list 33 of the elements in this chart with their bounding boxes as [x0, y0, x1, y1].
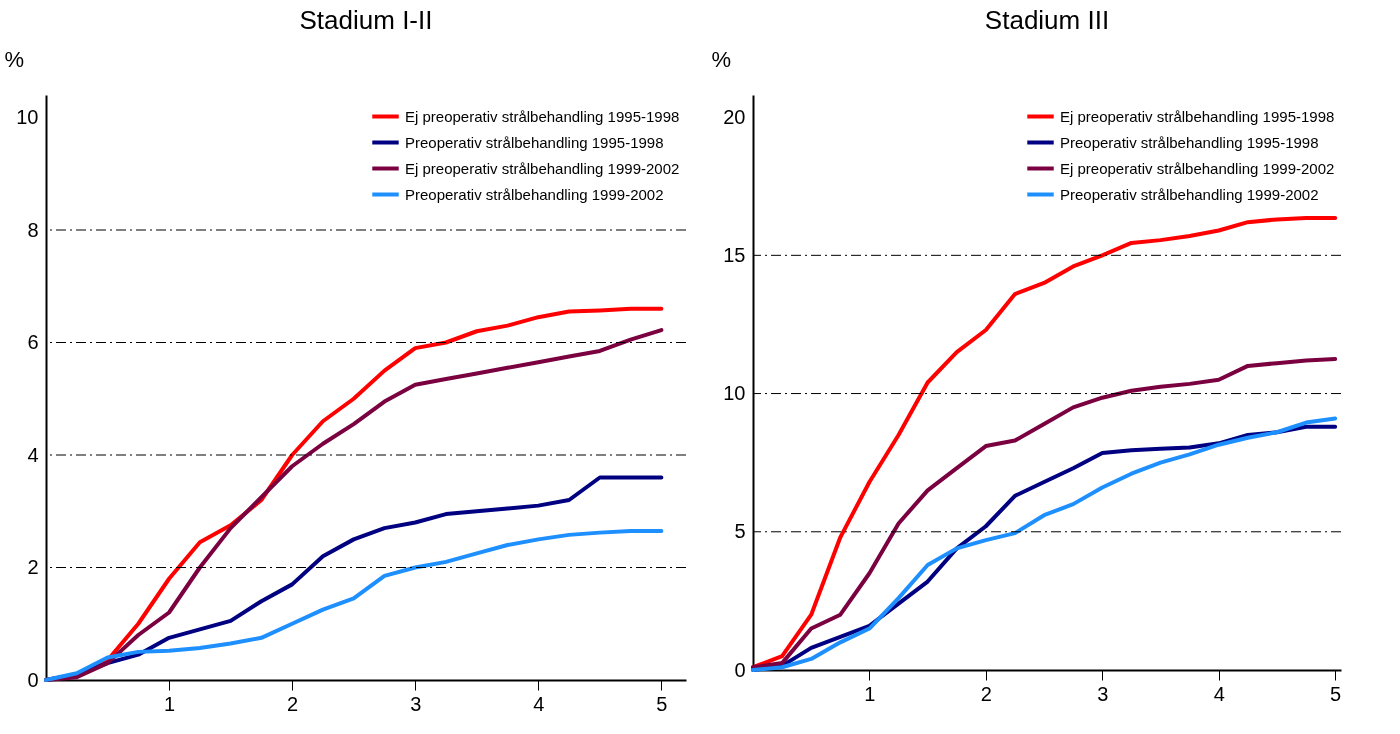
- y-tick-label: 4: [27, 443, 39, 466]
- y-tick-label: 8: [27, 218, 39, 241]
- y-axis-title: %: [4, 46, 25, 72]
- x-tick-label: 5: [656, 692, 668, 715]
- x-tick-label: 3: [1097, 682, 1109, 705]
- legend-label: Preoperativ strålbehandling 1995-1998: [1060, 133, 1319, 151]
- x-tick-label: 3: [410, 692, 422, 715]
- x-tick-label: 1: [864, 682, 876, 705]
- x-tick-label: 4: [1213, 682, 1225, 705]
- y-tick-label: 10: [723, 382, 746, 405]
- y-axis-title: %: [711, 46, 732, 72]
- x-tick-label: 5: [1330, 682, 1342, 705]
- y-tick-label: 0: [27, 668, 39, 691]
- legend-label: Ej preoperativ strålbehandling 1995-1998: [1060, 107, 1335, 125]
- y-tick-label: 20: [723, 105, 746, 128]
- chart-title: Stadium I-II: [299, 5, 433, 35]
- y-tick-label: 2: [27, 556, 39, 578]
- y-tick-label: 10: [16, 106, 39, 128]
- legend-label: Preoperativ strålbehandling 1999-2002: [405, 185, 664, 203]
- legend-label: Preoperativ strålbehandling 1995-1998: [405, 133, 664, 151]
- chart-title: Stadium III: [984, 5, 1110, 35]
- x-tick-label: 1: [164, 692, 176, 715]
- y-tick-label: 15: [723, 243, 746, 266]
- legend-label: Ej preoperativ strålbehandling 1995-1998: [405, 107, 680, 125]
- legend-label: Ej preoperativ strålbehandling 1999-2002: [405, 159, 680, 177]
- x-tick-label: 4: [533, 692, 545, 715]
- y-tick-label: 5: [734, 520, 746, 543]
- legend-label: Preoperativ strålbehandling 1999-2002: [1060, 185, 1319, 203]
- y-tick-label: 6: [27, 331, 39, 353]
- legend-label: Ej preoperativ strålbehandling 1999-2002: [1060, 159, 1335, 177]
- x-tick-label: 2: [980, 682, 992, 705]
- y-tick-label: 0: [734, 658, 746, 681]
- x-tick-label: 2: [287, 692, 299, 715]
